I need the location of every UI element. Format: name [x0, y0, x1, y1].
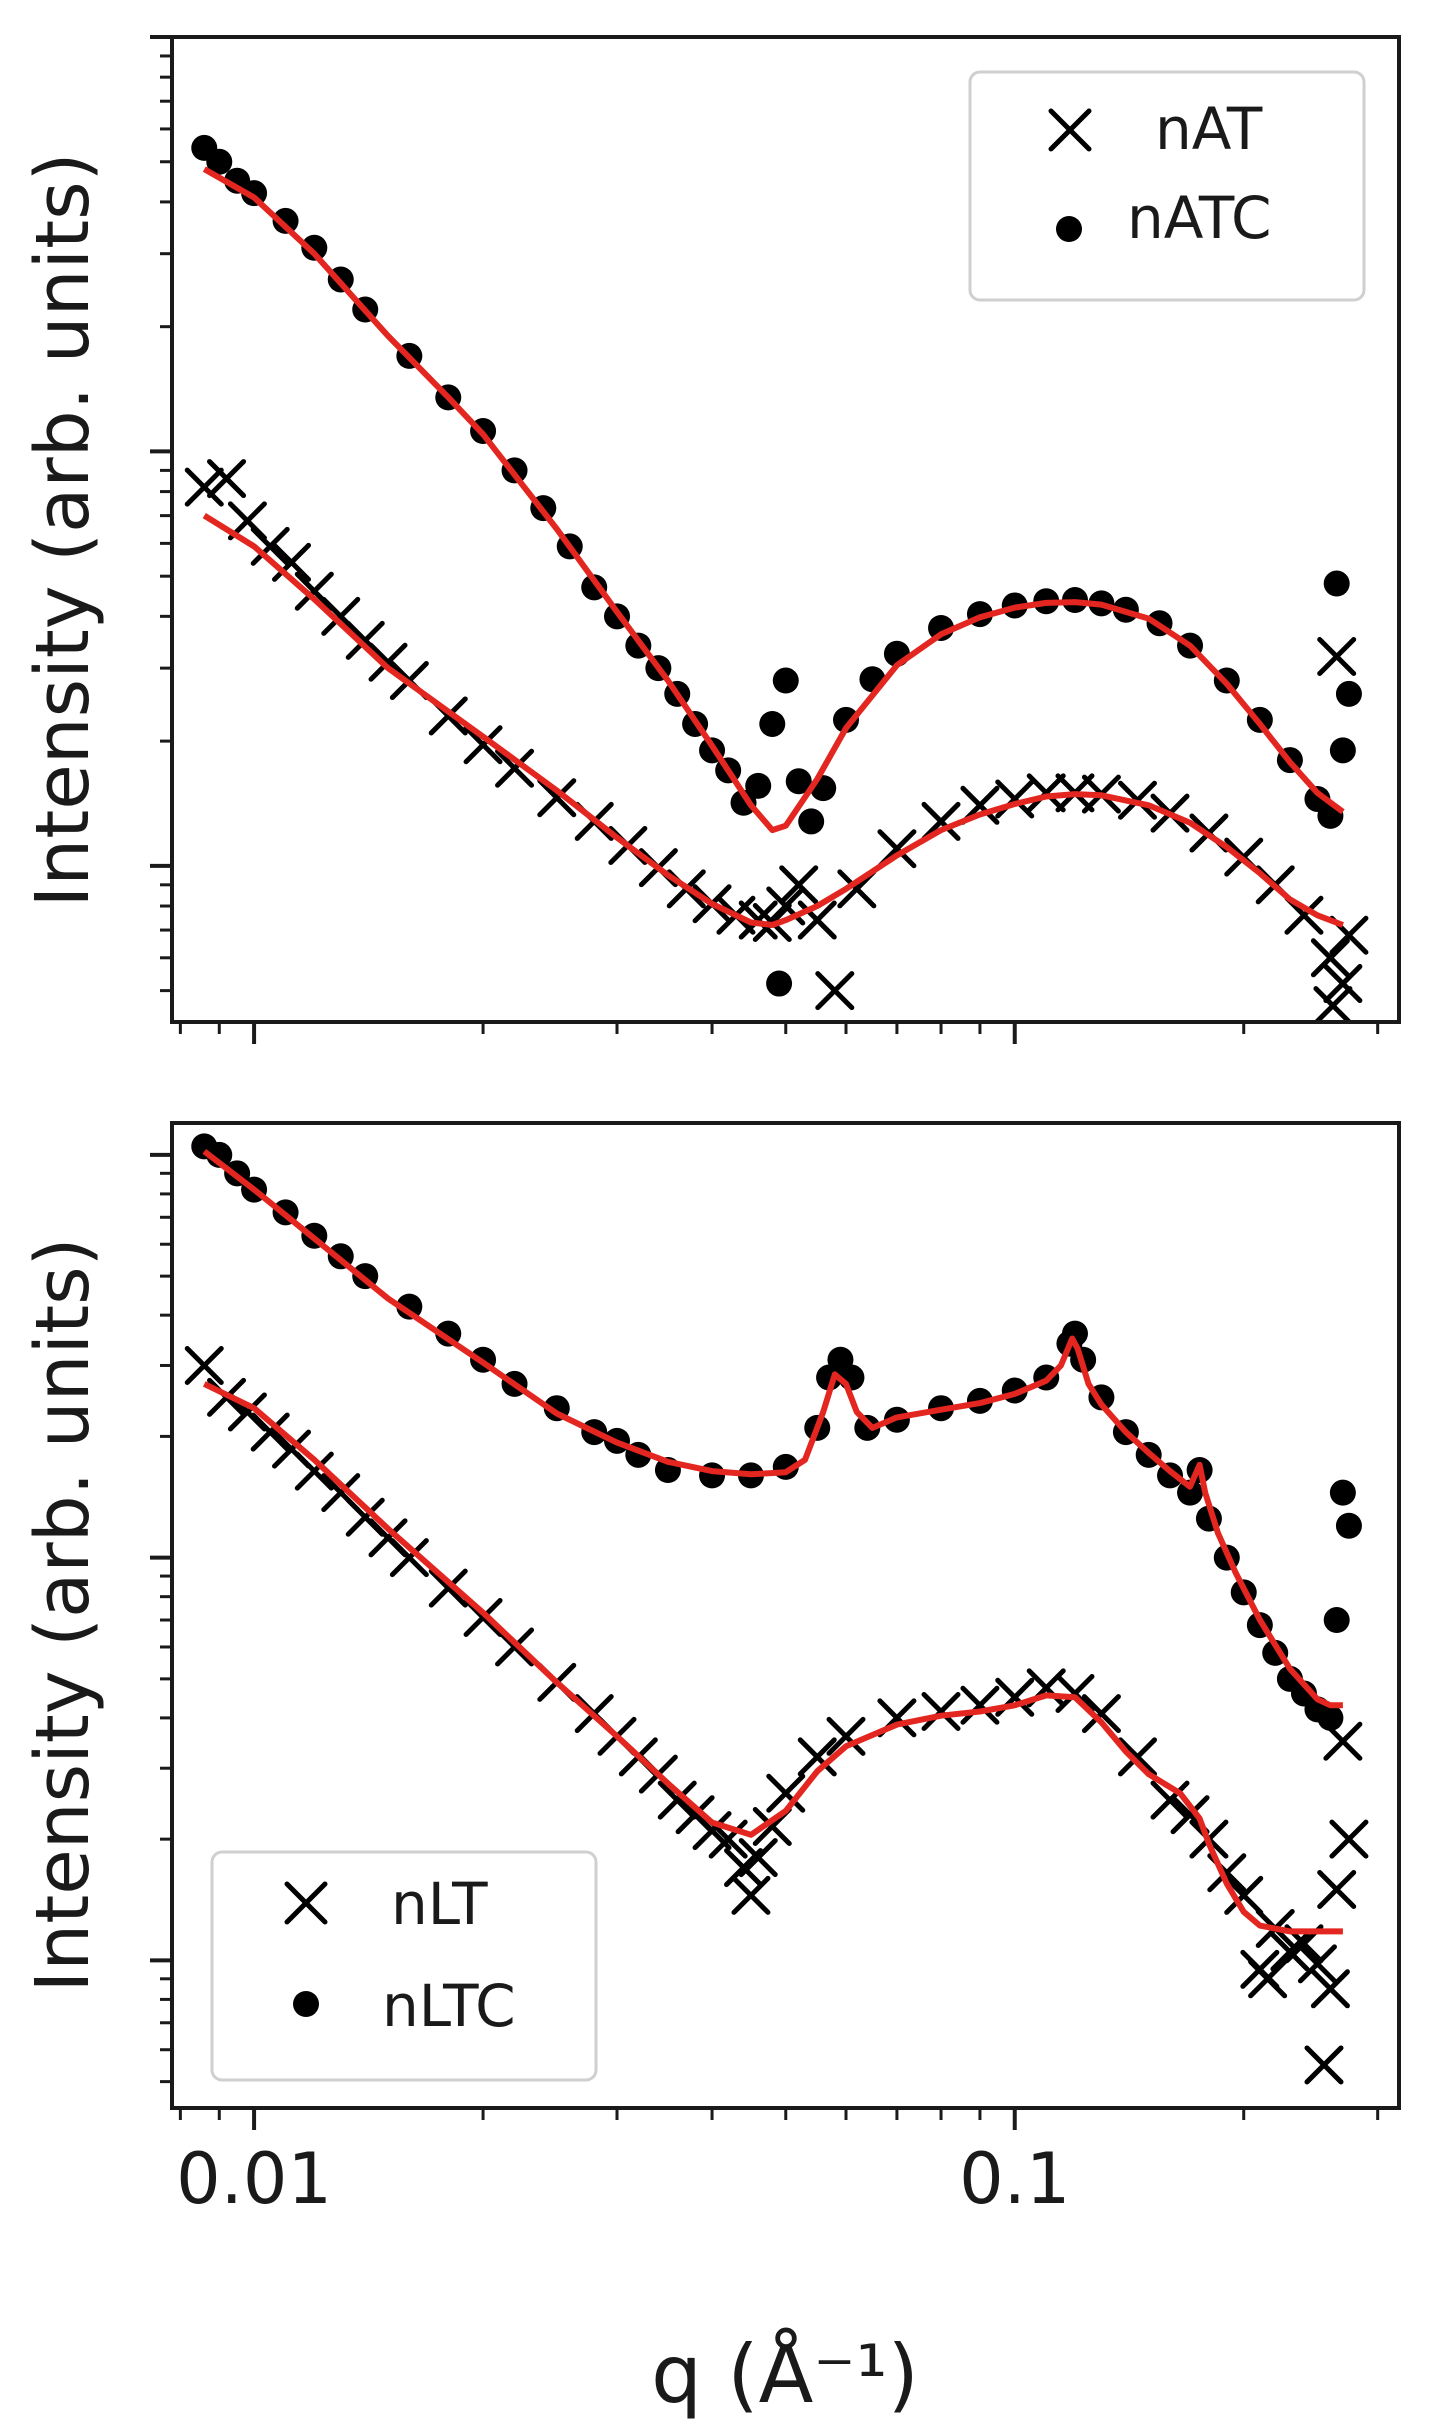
data-point-nATC-48 [1329, 737, 1356, 764]
data-point-nAT-23 [779, 865, 819, 905]
legend-dot-marker-icon [1056, 216, 1082, 242]
data-point-nLT-5 [294, 1451, 334, 1491]
data-point-nLT-47 [1297, 1944, 1337, 1984]
panel-bottom: 0.01 0.1 Intensity (arb. units) nLT nLTC … [20, 1121, 1401, 2421]
data-point-nATC-24 [759, 710, 786, 737]
data-point-nLTC-47 [1317, 1704, 1344, 1731]
data-point-nLT-0 [184, 1345, 224, 1385]
data-point-nLT-50 [1317, 1869, 1357, 1909]
data-point-nAT-20 [738, 900, 778, 940]
data-point-nLT-23 [731, 1875, 771, 1915]
data-point-nAT-42 [1317, 637, 1357, 677]
data-point-nAT-25 [815, 971, 855, 1011]
legend-label-nLTC: nLTC [382, 1972, 516, 2040]
fit-curve-top-3 [202, 166, 1345, 834]
data-point-nLT-31 [960, 1685, 1000, 1725]
data-point-nLT-28 [826, 1716, 866, 1756]
data-point-nLTC-48 [1323, 1607, 1350, 1634]
data-point-nATC-28 [798, 808, 825, 835]
data-point-nLT-48 [1304, 2045, 1344, 2085]
data-point-nLTC-50 [1335, 1512, 1362, 1539]
data-point-nLTC-37 [1177, 1479, 1204, 1506]
data-point-nLT-49 [1310, 1969, 1350, 2009]
data-point-nAT-1 [207, 459, 247, 499]
fit-curve-bottom-3 [202, 1149, 1343, 1709]
data-point-nAT-31 [1026, 773, 1066, 813]
data-point-nLT-26 [766, 1773, 806, 1813]
data-point-nLT-27 [797, 1737, 837, 1777]
data-point-nLT-30 [921, 1691, 961, 1731]
data-point-nAT-41 [1313, 986, 1353, 1022]
data-point-nLTC-49 [1329, 1479, 1356, 1506]
data-point-nLT-37 [1150, 1780, 1190, 1820]
legend-bottom: nLT nLTC [210, 1850, 598, 2082]
data-point-nAT-12 [495, 748, 535, 788]
x-axis-label: q (Å⁻¹) [651, 2327, 919, 2421]
data-point-nATC-25 [766, 970, 793, 997]
panel-top: Intensity (arb. units) nAT nATC [20, 35, 1401, 1044]
data-point-nATC-26 [772, 667, 799, 694]
legend-box-bottom [210, 1850, 598, 2082]
fit-curve-bottom-2 [202, 1381, 1343, 1935]
data-point-nATC-23 [745, 772, 772, 799]
data-point-nLTC-24 [854, 1414, 881, 1441]
data-point-nLT-43 [1248, 1959, 1288, 1999]
data-point-nLT-36 [1117, 1737, 1157, 1777]
data-point-nATC-5 [301, 234, 328, 261]
legend-top: nAT nATC [968, 70, 1366, 302]
data-point-nATC-4 [272, 207, 299, 234]
data-point-nAT-11 [463, 725, 503, 765]
data-point-nLT-24 [738, 1838, 778, 1878]
x-tick-label: 0.01 [176, 2138, 332, 2220]
data-point-nAT-43 [1323, 964, 1363, 1004]
data-point-nATC-30 [832, 706, 859, 733]
legend-label-nLT: nLT [391, 1870, 488, 1938]
data-point-nAT-40 [1310, 938, 1350, 978]
data-point-nLT-10 [428, 1568, 468, 1608]
data-point-nATC-49 [1335, 680, 1362, 707]
legend-label-nATC: nATC [1127, 184, 1271, 252]
legend-x-marker-icon [1048, 108, 1092, 152]
legend-label-nAT: nAT [1155, 95, 1263, 163]
data-point-nATC-1 [206, 148, 233, 175]
data-point-nLT-52 [1329, 1819, 1369, 1859]
y-axis-label-top: Intensity (arb. units) [20, 152, 106, 907]
ticks-top [150, 35, 1380, 1044]
data-point-nAT-0 [184, 467, 224, 507]
data-point-nLT-9 [389, 1538, 429, 1578]
data-point-nLT-41 [1224, 1875, 1264, 1915]
y-axis-label-bottom: Intensity (arb. units) [20, 1237, 106, 1992]
data-point-nLTC-8 [396, 1293, 423, 1320]
data-point-nATC-47 [1323, 570, 1350, 597]
data-point-nAT-13 [537, 778, 577, 818]
plot-area-top [184, 134, 1369, 1022]
plot-area-bottom [184, 1133, 1369, 2085]
data-point-nLT-3 [250, 1412, 290, 1452]
data-point-nLT-35 [1081, 1694, 1121, 1734]
data-point-nATC-22 [730, 789, 757, 816]
data-point-nAT-4 [272, 542, 312, 582]
data-point-nATC-27 [785, 768, 812, 795]
x-tick-label: 0.1 [959, 2138, 1070, 2220]
fit-curve-top-2 [202, 513, 1344, 928]
data-point-nAT-3 [250, 526, 290, 566]
ticks-bottom: 0.01 0.1 [150, 1152, 1380, 2220]
legend-dot-marker-icon [293, 1991, 319, 2017]
data-point-nLT-21 [708, 1819, 748, 1859]
legend-x-marker-icon [284, 1881, 328, 1925]
data-point-nAT-28 [921, 801, 961, 841]
